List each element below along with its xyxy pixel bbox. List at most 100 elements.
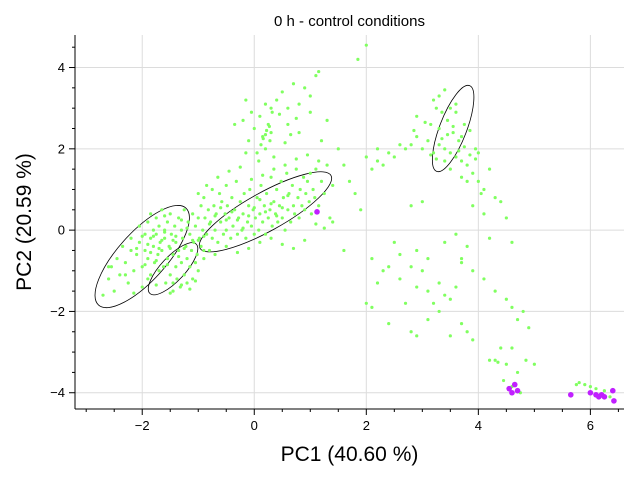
- scatter-point-green: [244, 236, 248, 240]
- scatter-point-green: [392, 155, 396, 159]
- scatter-point-green: [289, 132, 293, 137]
- scatter-point-green: [409, 265, 413, 269]
- scatter-point-green: [202, 234, 206, 238]
- scatter-point-green: [392, 240, 396, 244]
- scatter-point-green: [193, 261, 198, 265]
- scatter-point-purple: [567, 391, 574, 398]
- scatter-point-green: [504, 216, 508, 220]
- scatter-point-green: [454, 285, 458, 289]
- scatter-point-green: [255, 196, 259, 200]
- scatter-point-green: [280, 242, 284, 246]
- scatter-point-green: [202, 196, 206, 200]
- scatter-point-green: [465, 244, 469, 248]
- scatter-point-green: [277, 204, 282, 208]
- scatter-point-green: [294, 157, 298, 161]
- scatter-point-green: [182, 208, 186, 212]
- scatter-point-green: [219, 220, 223, 224]
- scatter-point-green: [301, 175, 306, 179]
- scatter-point-green: [510, 240, 514, 244]
- scatter-point-green: [322, 191, 326, 196]
- scatter-point-green: [188, 232, 192, 236]
- scatter-point-green: [168, 212, 172, 216]
- scatter-point-green: [317, 204, 321, 208]
- scatter-point-green: [583, 383, 587, 387]
- scatter-point-green: [247, 214, 251, 218]
- scatter-point-green: [499, 346, 503, 350]
- scatter-point-green: [263, 147, 268, 151]
- x-tick-label: 0: [251, 418, 258, 433]
- scatter-point-green: [129, 248, 133, 253]
- scatter-point-green: [262, 204, 266, 208]
- scatter-point-green: [308, 110, 312, 114]
- scatter-point-green: [322, 226, 326, 230]
- scatter-point-green: [154, 259, 158, 263]
- scatter-point-green: [412, 128, 416, 133]
- scatter-point-green: [364, 301, 368, 305]
- scatter-point-green: [457, 149, 461, 153]
- scatter-point-green: [157, 246, 161, 251]
- scatter-point-green: [216, 175, 220, 179]
- scatter-point-green: [257, 159, 261, 163]
- scatter-point-green: [149, 212, 153, 216]
- scatter-point-green: [163, 230, 167, 234]
- scatter-point-green: [268, 139, 272, 143]
- scatter-point-green: [429, 122, 433, 127]
- scatter-point-green: [290, 183, 294, 188]
- scatter-point-green: [263, 102, 268, 106]
- scatter-point-green: [420, 269, 424, 273]
- scatter-point-green: [221, 232, 226, 236]
- scatter-point-green: [409, 143, 413, 147]
- scatter-point-green: [205, 183, 209, 188]
- scatter-point-green: [448, 297, 452, 301]
- scatter-point-green: [317, 69, 321, 74]
- scatter-point-green: [398, 252, 402, 257]
- scatter-point-green: [231, 224, 235, 228]
- scatter-point-green: [258, 212, 262, 216]
- scatter-point-green: [482, 212, 486, 216]
- scatter-point-green: [457, 139, 461, 143]
- scatter-point-green: [286, 193, 290, 198]
- scatter-point-green: [160, 208, 164, 212]
- scatter-point-green: [451, 124, 455, 129]
- scatter-point-green: [269, 175, 273, 179]
- scatter-point-green: [454, 102, 458, 106]
- scatter-point-green: [174, 234, 178, 238]
- scatter-point-green: [213, 214, 217, 218]
- scatter-point-green: [291, 204, 296, 208]
- scatter-point-green: [126, 281, 130, 285]
- scatter-point-green: [459, 261, 464, 265]
- scatter-point-green: [398, 277, 402, 281]
- scatter-point-green: [132, 269, 136, 273]
- scatter-point-green: [314, 167, 318, 171]
- scatter-point-green: [409, 204, 413, 208]
- scatter-point-green: [261, 137, 265, 141]
- scatter-point-green: [364, 155, 368, 159]
- scatter-point-green: [426, 256, 430, 261]
- scatter-point-green: [247, 139, 251, 143]
- axes: −2 0 2 4 6 −4 −2 0 2 4: [50, 35, 624, 433]
- scatter-point-green: [199, 244, 203, 248]
- scatter-point-green: [191, 277, 195, 281]
- scatter-point-green: [255, 151, 259, 155]
- scatter-point-green: [270, 110, 274, 114]
- scatter-point-green: [177, 216, 181, 220]
- scatter-point-green: [594, 387, 598, 391]
- scatter-point-green: [261, 220, 265, 224]
- scatter-point-green: [304, 191, 308, 196]
- y-tick-label: 0: [58, 223, 65, 238]
- scatter-point-green: [448, 334, 452, 338]
- scatter-point-green: [135, 246, 139, 251]
- scatter-point-green: [423, 120, 427, 125]
- scatter-point-green: [297, 216, 301, 220]
- scatter-point-green: [415, 114, 419, 118]
- scatter-point-green: [241, 226, 245, 230]
- scatter-point-green: [258, 240, 262, 244]
- scatter-point-green: [426, 139, 430, 143]
- scatter-point-green: [109, 265, 114, 269]
- scatter-point-green: [375, 159, 380, 163]
- scatter-point-green: [431, 98, 436, 102]
- scatter-point-green: [426, 289, 430, 293]
- scatter-point-green: [269, 202, 273, 206]
- scatter-point-green: [482, 187, 486, 192]
- scatter-point-green: [429, 153, 433, 157]
